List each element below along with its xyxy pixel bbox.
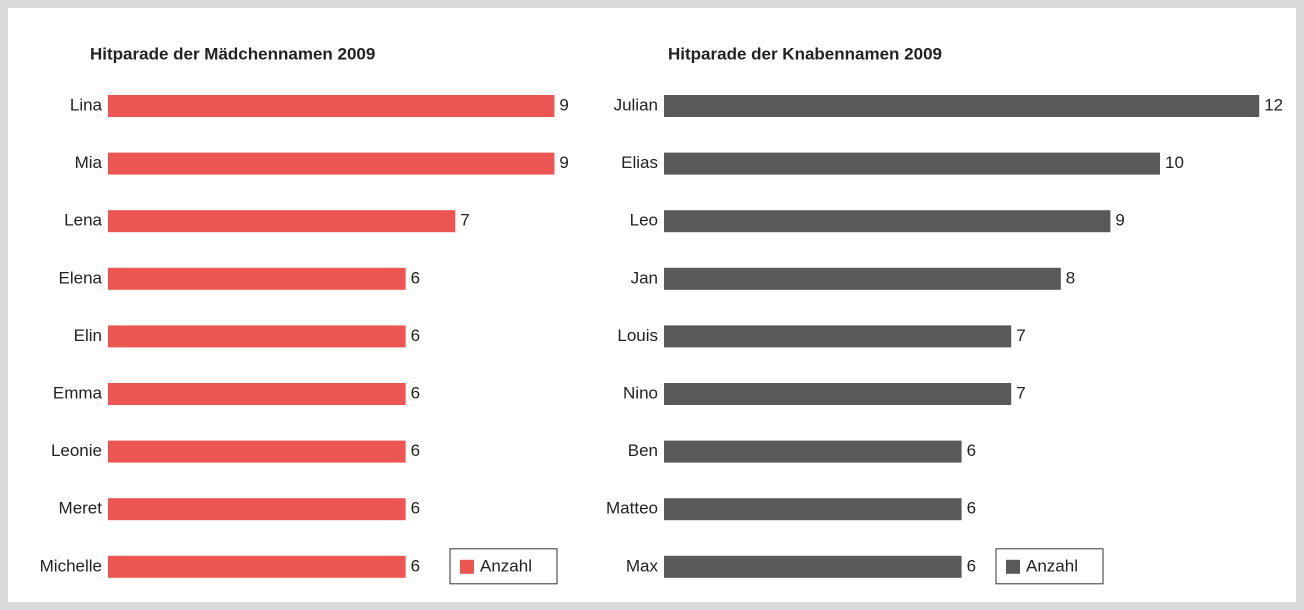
y-tick-label: Louis	[617, 326, 658, 345]
y-tick-label: Lena	[64, 211, 102, 230]
value-label: 7	[1016, 383, 1025, 402]
y-tick-label: Ben	[628, 441, 658, 460]
value-label: 6	[411, 441, 420, 460]
y-tick-label: Elin	[74, 326, 102, 345]
bar	[664, 95, 1260, 117]
bar	[664, 383, 1012, 405]
bar	[664, 152, 1160, 175]
legend-label: Anzahl	[1026, 556, 1078, 575]
value-label: 6	[967, 499, 976, 518]
value-label: 12	[1264, 95, 1283, 114]
y-tick-label: Max	[626, 556, 659, 575]
legend-label: Anzahl	[480, 556, 532, 575]
bar	[664, 555, 962, 578]
value-label: 6	[411, 383, 420, 402]
bar	[664, 210, 1111, 233]
chart-title: Hitparade der Knabennamen 2009	[668, 44, 942, 63]
value-label: 6	[411, 326, 420, 345]
bar	[108, 267, 406, 290]
bar	[664, 440, 962, 463]
y-tick-label: Julian	[614, 95, 658, 114]
value-label: 10	[1165, 153, 1184, 172]
value-label: 9	[559, 153, 568, 172]
value-label: 6	[411, 268, 420, 287]
y-tick-label: Emma	[53, 383, 103, 402]
y-tick-label: Mia	[75, 153, 103, 172]
bar	[108, 383, 406, 405]
value-label: 7	[460, 211, 469, 230]
value-label: 6	[967, 556, 976, 575]
y-tick-label: Meret	[59, 499, 103, 518]
value-label: 6	[411, 499, 420, 518]
legend-swatch	[460, 559, 474, 574]
bar	[664, 325, 1012, 348]
y-tick-label: Lina	[70, 95, 103, 114]
y-tick-label: Elena	[59, 268, 103, 287]
bar	[108, 555, 406, 578]
y-tick-label: Matteo	[606, 499, 658, 518]
bar	[108, 210, 456, 233]
y-tick-label: Leo	[630, 211, 658, 230]
value-label: 8	[1066, 268, 1075, 287]
bar	[108, 440, 406, 463]
bar	[108, 95, 555, 117]
y-tick-label: Michelle	[40, 556, 102, 575]
value-label: 6	[967, 441, 976, 460]
y-tick-label: Nino	[623, 383, 658, 402]
bar	[108, 325, 406, 348]
chart-title: Hitparade der Mädchennamen 2009	[90, 44, 375, 63]
value-label: 7	[1016, 326, 1025, 345]
bar	[664, 498, 962, 521]
bar	[108, 152, 555, 175]
bar	[664, 267, 1061, 290]
value-label: 9	[559, 95, 568, 114]
y-tick-label: Leonie	[51, 441, 102, 460]
value-label: 9	[1115, 211, 1124, 230]
y-tick-label: Elias	[621, 153, 658, 172]
legend-swatch	[1006, 559, 1020, 574]
value-label: 6	[411, 556, 420, 575]
bar	[108, 498, 406, 521]
y-tick-label: Jan	[631, 268, 658, 287]
